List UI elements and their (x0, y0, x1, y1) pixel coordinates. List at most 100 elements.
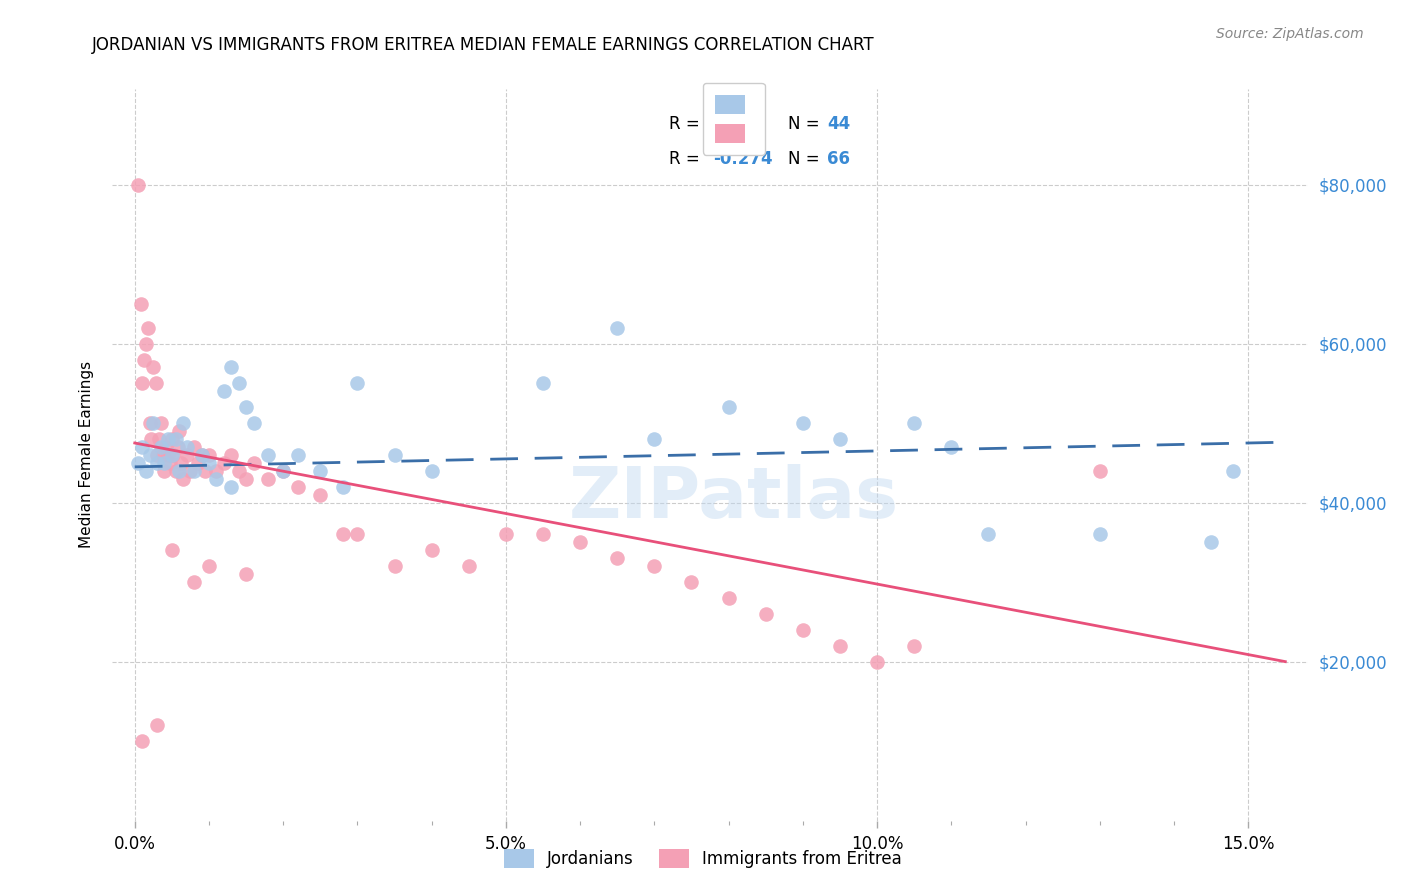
Point (271, 464, 294, 478)
Point (169, 464, 191, 478)
Point (160, 432, 183, 446)
Point (146, 718, 169, 732)
Point (309, 488, 332, 502)
Legend: Jordanians, Immigrants from Eritrea: Jordanians, Immigrants from Eritrea (495, 840, 911, 877)
Point (205, 464, 228, 478)
Point (135, 336, 157, 351)
Point (155, 440, 177, 454)
Point (977, 527, 1000, 541)
Text: 44: 44 (827, 114, 851, 133)
Point (165, 432, 187, 446)
Point (127, 456, 149, 470)
Point (153, 464, 176, 478)
Point (346, 376, 368, 391)
Point (146, 448, 169, 462)
Point (187, 456, 209, 470)
Point (148, 432, 170, 446)
Point (531, 527, 554, 541)
Point (495, 527, 517, 541)
Point (131, 734, 153, 748)
Text: 66: 66 (827, 150, 851, 168)
Point (153, 456, 176, 470)
Point (179, 464, 201, 478)
Point (606, 320, 628, 334)
Point (190, 448, 212, 462)
Point (160, 543, 183, 558)
Point (1088, 464, 1111, 478)
Point (190, 448, 212, 462)
Text: N =: N = (787, 114, 824, 133)
Point (138, 416, 160, 430)
Point (131, 376, 153, 391)
Point (176, 440, 198, 454)
Point (149, 440, 172, 454)
Point (132, 352, 155, 367)
Text: JORDANIAN VS IMMIGRANTS FROM ERITREA MEDIAN FEMALE EARNINGS CORRELATION CHART: JORDANIAN VS IMMIGRANTS FROM ERITREA MED… (91, 36, 875, 54)
Point (792, 623, 814, 637)
Point (257, 448, 280, 462)
Point (219, 480, 242, 494)
Point (166, 440, 188, 454)
Point (643, 432, 665, 446)
Point (235, 401, 257, 415)
Point (1222, 464, 1244, 478)
Point (198, 448, 221, 462)
Y-axis label: Median Female Earnings: Median Female Earnings (79, 361, 94, 549)
Point (606, 551, 628, 566)
Point (139, 432, 162, 446)
Point (257, 472, 280, 486)
Point (146, 456, 169, 470)
Point (212, 384, 235, 399)
Point (792, 416, 814, 430)
Point (183, 440, 205, 454)
Point (160, 448, 183, 462)
Point (127, 178, 149, 192)
Point (183, 464, 205, 478)
Point (287, 480, 309, 494)
Point (228, 376, 250, 391)
Point (159, 456, 181, 470)
Point (346, 527, 368, 541)
Point (136, 320, 159, 334)
Point (531, 376, 554, 391)
Point (287, 448, 309, 462)
Point (384, 559, 406, 574)
Point (162, 448, 184, 462)
Point (309, 464, 332, 478)
Text: N =: N = (787, 150, 824, 168)
Point (242, 416, 264, 430)
Point (157, 448, 180, 462)
Text: 0.052: 0.052 (714, 114, 766, 133)
Point (219, 448, 242, 462)
Point (183, 575, 205, 590)
Point (149, 416, 172, 430)
Point (1199, 535, 1222, 549)
Point (755, 607, 778, 621)
Point (152, 448, 174, 462)
Point (138, 448, 160, 462)
Point (198, 559, 221, 574)
Point (235, 472, 257, 486)
Point (420, 464, 443, 478)
Point (235, 567, 257, 582)
Point (176, 448, 198, 462)
Point (135, 464, 157, 478)
Text: -0.274: -0.274 (714, 150, 773, 168)
Point (332, 527, 354, 541)
Point (129, 297, 152, 311)
Point (145, 376, 167, 391)
Text: R =: R = (669, 150, 706, 168)
Point (866, 655, 889, 669)
Point (172, 416, 194, 430)
Point (242, 456, 264, 470)
Point (228, 464, 250, 478)
Point (219, 360, 242, 375)
Point (157, 432, 180, 446)
Point (903, 639, 925, 653)
Point (170, 456, 193, 470)
Point (457, 559, 479, 574)
Text: ZIPatlas: ZIPatlas (569, 465, 898, 533)
Point (271, 464, 294, 478)
Point (169, 424, 191, 438)
Point (205, 472, 228, 486)
